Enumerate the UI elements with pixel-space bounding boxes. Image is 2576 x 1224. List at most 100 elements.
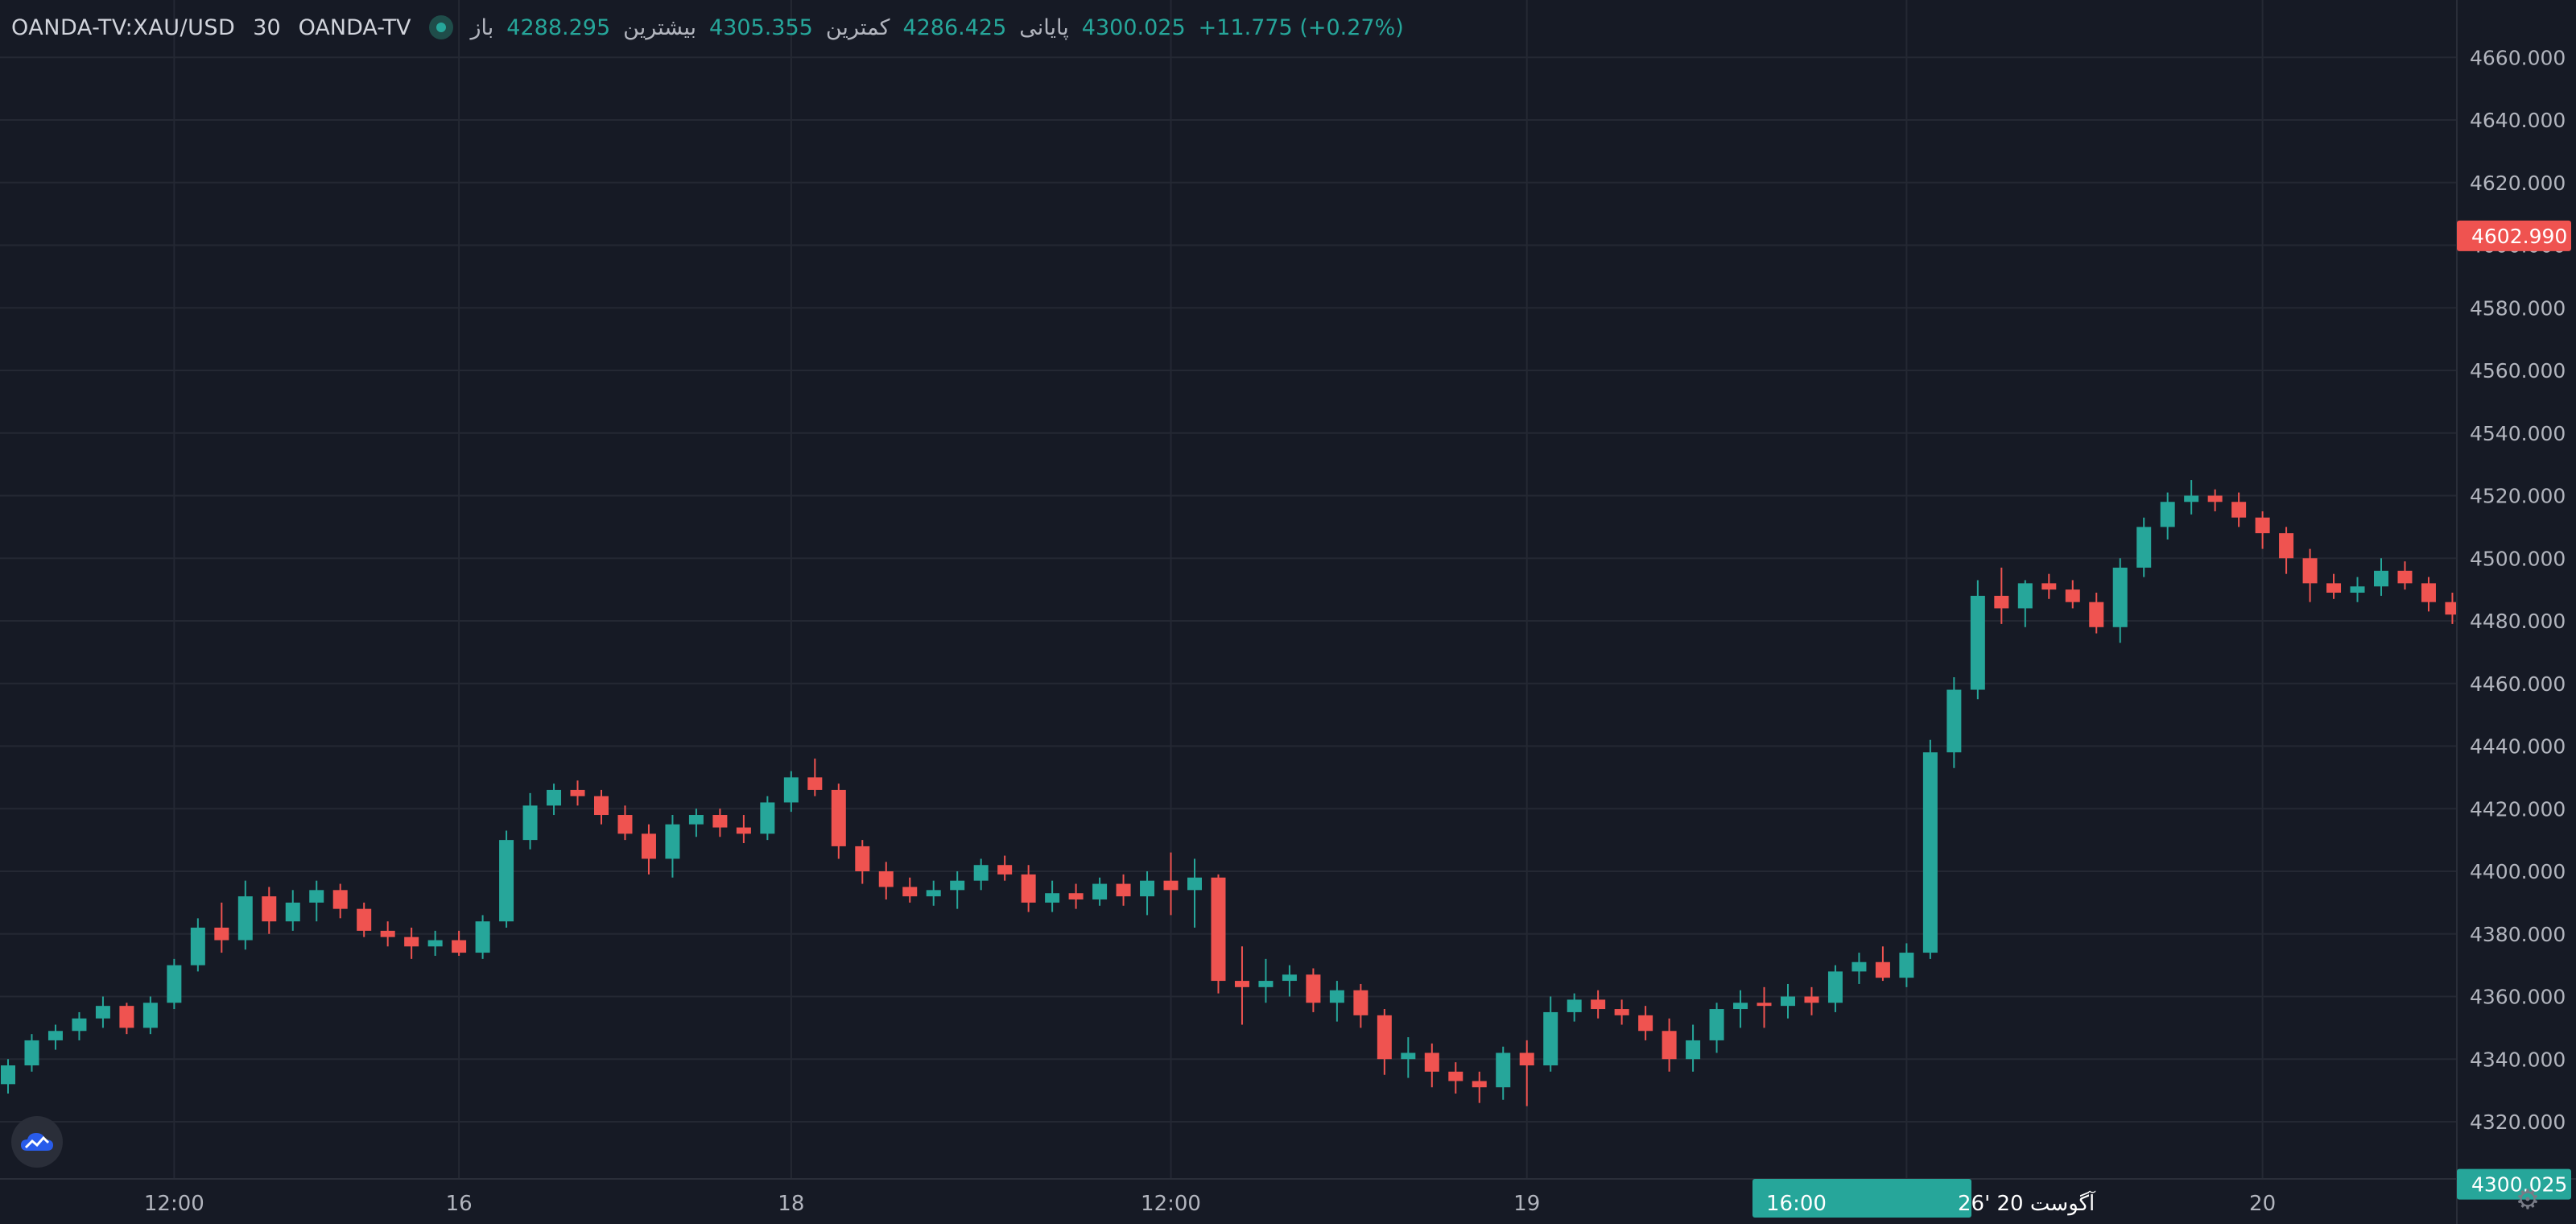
last-price-tag	[2457, 220, 2571, 251]
candle-body	[1282, 974, 1297, 982]
candle	[1757, 986, 1772, 1028]
candle	[1543, 996, 1558, 1072]
candle-body	[878, 871, 894, 887]
price-axis[interactable]: 4320.000 4340.000 4360.000 4380.000 4400.000…	[2457, 46, 2571, 1200]
candle-body	[1306, 974, 1321, 1003]
candle	[1970, 580, 1985, 700]
candle-body	[1567, 999, 1582, 1012]
price-tick-label: 4460.000	[2470, 672, 2566, 696]
candle-body	[760, 802, 775, 834]
candle-body	[2374, 570, 2388, 587]
candle	[2160, 492, 2175, 540]
candle-body	[262, 896, 277, 922]
candle	[427, 930, 443, 956]
candle-body	[2136, 527, 2152, 568]
candle	[1946, 676, 1962, 768]
candle	[1472, 1071, 1487, 1103]
candle	[1804, 986, 1819, 1015]
candle	[522, 792, 538, 850]
time-axis-background	[0, 1179, 2576, 1224]
candle	[2136, 517, 2152, 577]
candle	[1045, 880, 1060, 912]
candle	[1068, 883, 1084, 909]
candle	[831, 784, 846, 859]
candle-body	[665, 824, 680, 859]
candle	[1234, 946, 1249, 1025]
candle	[617, 805, 633, 841]
candle-body	[570, 789, 585, 796]
candle-body	[1922, 752, 1938, 953]
close-label: پایانی	[1019, 14, 1069, 40]
candlestick-series	[1, 480, 2576, 1106]
candle	[1614, 999, 1629, 1025]
time-tick-label: 20	[2249, 1192, 2276, 1216]
candle-body	[1496, 1052, 1511, 1088]
candle-body	[1686, 1040, 1701, 1060]
symbol-name[interactable]: OANDA-TV:XAU/USD	[11, 14, 236, 40]
candle-body	[1757, 1003, 1772, 1007]
price-tick-label: 4500.000	[2470, 547, 2566, 570]
gear-icon[interactable]: ⚙	[2515, 1184, 2541, 1216]
candle-body	[2302, 558, 2318, 584]
candle	[1875, 946, 1890, 982]
candle-body	[1353, 990, 1368, 1015]
candle	[1567, 993, 1582, 1022]
time-tick-label: 12:00	[1141, 1192, 1201, 1216]
candle	[214, 902, 229, 953]
candle-body	[1614, 1009, 1629, 1015]
price-tick-label: 4400.000	[2470, 860, 2566, 883]
candle-body	[736, 827, 751, 834]
interval-label[interactable]: 30	[253, 14, 281, 40]
candle-body	[1804, 996, 1819, 1003]
candle-body	[950, 880, 965, 891]
candle-body	[1662, 1031, 1677, 1060]
candle	[2445, 593, 2460, 624]
candle-body	[357, 908, 372, 931]
candle	[2207, 489, 2223, 511]
price-tick-label: 4540.000	[2470, 422, 2566, 445]
candle-body	[1709, 1009, 1724, 1040]
candle-body	[1258, 981, 1274, 987]
candle	[1140, 871, 1155, 916]
crosshair-date-label: آگوست 20 '26	[1958, 1190, 2096, 1216]
candle-body	[688, 815, 704, 825]
candle	[1496, 1046, 1511, 1100]
candle-body	[2255, 517, 2270, 534]
candle	[1282, 965, 1297, 997]
candle-body	[119, 1006, 134, 1028]
candle	[72, 1011, 87, 1040]
candle	[1448, 1062, 1463, 1094]
candle	[262, 887, 277, 934]
candle-body	[997, 865, 1013, 875]
candle-body	[547, 789, 562, 806]
time-tick-label: 16	[446, 1192, 473, 1216]
tradingview-cloud-icon[interactable]	[11, 1116, 63, 1168]
candle-body	[1377, 1015, 1392, 1060]
candle	[1377, 1009, 1392, 1075]
candle	[119, 1003, 134, 1035]
candle-body	[2112, 567, 2128, 627]
candle-body	[1234, 981, 1249, 987]
candle	[2089, 593, 2104, 634]
candle-body	[214, 927, 229, 941]
price-tick-label: 4580.000	[2470, 296, 2566, 320]
candle-body	[237, 896, 253, 941]
candle	[285, 890, 300, 931]
high-value: 4305.355	[709, 14, 813, 40]
time-axis[interactable]: 12:00161812:001912:00202112:0016:00آگوست…	[144, 1179, 2576, 1218]
candle-body	[2207, 495, 2223, 502]
candle	[167, 958, 182, 1010]
candle-body	[1638, 1015, 1653, 1032]
candle	[1899, 943, 1914, 987]
candle	[2279, 527, 2294, 574]
time-tick-label: 18	[778, 1192, 804, 1216]
candle	[997, 855, 1013, 881]
candle-body	[1472, 1081, 1487, 1088]
candle	[95, 996, 110, 1028]
candle	[1021, 865, 1036, 912]
candle-body	[783, 777, 799, 803]
candle-body	[2231, 502, 2247, 518]
candle	[641, 824, 656, 875]
